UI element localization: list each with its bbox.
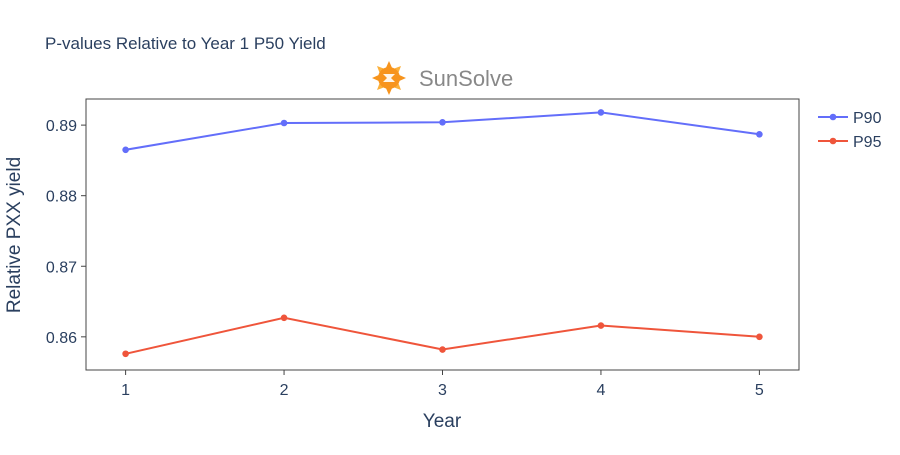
data-point-p90[interactable] xyxy=(597,109,605,116)
legend-item-p90[interactable]: P90 xyxy=(818,110,882,127)
data-point-p90[interactable] xyxy=(756,130,763,138)
x-tick-label: 3 xyxy=(438,382,447,399)
data-point-p90[interactable] xyxy=(439,118,446,126)
logo-text: SunSolve xyxy=(419,66,513,91)
logo-ray xyxy=(377,66,385,74)
data-point-p95[interactable] xyxy=(439,346,446,353)
data-point-p95[interactable] xyxy=(280,314,288,322)
legend-label: P90 xyxy=(853,110,882,127)
series-p90 xyxy=(122,109,763,154)
data-point-p95[interactable] xyxy=(597,322,605,329)
legend-swatch-marker xyxy=(829,137,837,145)
data-point-p95[interactable] xyxy=(756,333,763,341)
x-tick-label: 1 xyxy=(121,382,130,399)
data-point-p95[interactable] xyxy=(122,350,129,358)
x-tick-label: 5 xyxy=(755,382,764,399)
sunsolve-sun-logo-icon xyxy=(372,61,406,95)
y-tick-label: 0.87 xyxy=(46,259,77,276)
data-point-p90[interactable] xyxy=(122,146,129,154)
logo-ray xyxy=(372,74,380,82)
data-point-p90[interactable] xyxy=(280,119,288,127)
legend-swatch-marker xyxy=(829,113,837,121)
y-axis-label: Relative PXX yield xyxy=(4,157,25,313)
logo-ray xyxy=(385,61,393,69)
logo-ray xyxy=(385,87,393,95)
logo-mark xyxy=(383,74,395,82)
x-axis-label: Year xyxy=(423,411,462,432)
y-tick-label: 0.88 xyxy=(46,189,77,206)
y-tick-label: 0.86 xyxy=(46,330,77,347)
logo-ray xyxy=(377,82,385,90)
sunsolve-logo: SunSolve xyxy=(372,61,513,95)
legend-item-p95[interactable]: P95 xyxy=(818,134,882,151)
x-axis: 1 2 3 4 5 xyxy=(121,370,764,399)
legend-label: P95 xyxy=(853,134,882,151)
x-tick-label: 4 xyxy=(596,382,605,399)
logo-ray xyxy=(393,66,401,74)
series-p95 xyxy=(122,314,763,358)
y-axis: 0.86 0.87 0.88 0.89 xyxy=(46,118,86,347)
logo-ray xyxy=(398,74,406,82)
y-tick-label: 0.89 xyxy=(46,118,77,135)
series-layer xyxy=(122,109,763,358)
chart-title: P-values Relative to Year 1 P50 Yield xyxy=(45,34,326,53)
logo-ray xyxy=(393,82,401,90)
x-tick-label: 2 xyxy=(280,382,289,399)
